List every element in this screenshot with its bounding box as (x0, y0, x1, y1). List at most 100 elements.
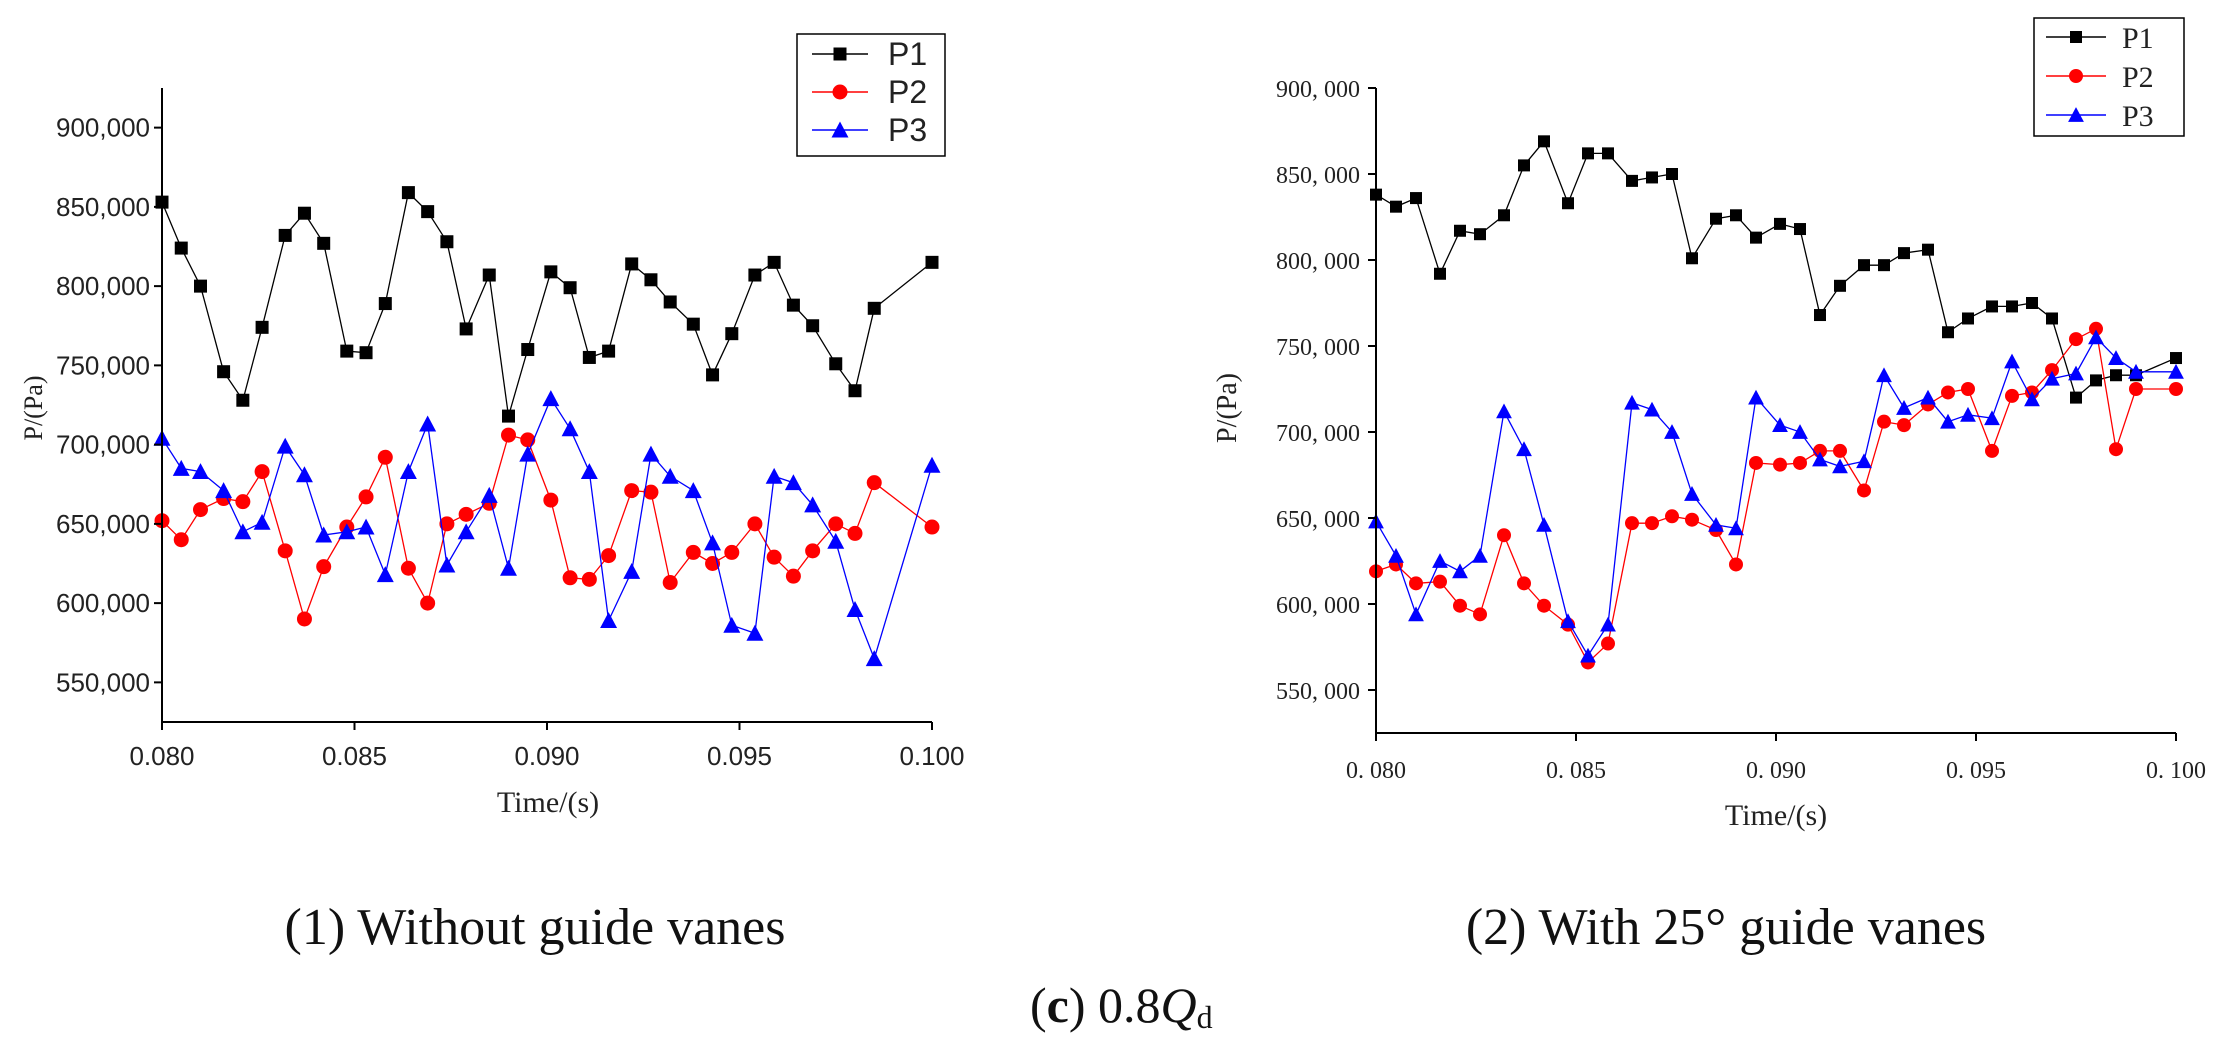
series-p3-point (480, 486, 498, 503)
x-tick-label: 0. 085 (1546, 758, 1606, 784)
series-p3-point (215, 482, 233, 499)
y-tick-label: 550, 000 (1276, 679, 1360, 705)
y-tick-label: 600, 000 (1276, 593, 1360, 619)
series-p1-point (1898, 247, 1910, 260)
series-p2-point (400, 560, 416, 576)
series-p2-line (161, 434, 933, 622)
series-p2-point (2129, 382, 2143, 396)
series-p3-point (923, 456, 941, 473)
series-p3-point (2024, 391, 2040, 407)
legend-p1-label: P1 (888, 36, 927, 72)
series-p1-point (582, 350, 596, 364)
legend-p3-label: P3 (888, 112, 927, 148)
y-axis-label: P/(Pa) (19, 376, 48, 441)
series-p3-point (1876, 367, 1892, 383)
series-p3-point (600, 612, 618, 629)
series-p2-point (1749, 455, 1763, 470)
series-p1-point (482, 268, 496, 282)
series-p1-point (2090, 374, 2102, 387)
series-p3-point (1772, 417, 1788, 433)
series-p3-point (704, 534, 722, 551)
legend-p3-marker (2068, 107, 2084, 122)
series-p3-point (1600, 616, 1616, 632)
series-p1-point (421, 205, 435, 219)
series-p2-point (501, 427, 516, 443)
series-p1-point (440, 235, 454, 249)
series-p2-point (1453, 598, 1467, 613)
series-p1-point (1498, 209, 1510, 222)
series-p1-point (806, 319, 820, 333)
series-p3-point (1644, 401, 1660, 417)
series-p2-point (1941, 385, 1955, 400)
series-p3-point (1560, 613, 1576, 629)
series-p1-point (1538, 135, 1550, 148)
series-p1-point (1942, 326, 1954, 339)
x-tick-label: 0.090 (514, 741, 579, 771)
series-p2-point (296, 611, 312, 627)
series-p1-point (706, 368, 720, 382)
x-tick-label: 0. 080 (1346, 758, 1406, 784)
series-p3-point (623, 562, 641, 579)
series-p2-point (2069, 332, 2083, 347)
series-p2-point (458, 506, 474, 522)
series-p1-point (1626, 174, 1638, 187)
series-p1-point (1434, 267, 1446, 280)
series-p2-point (377, 449, 393, 465)
series-p1-point (602, 344, 616, 358)
series-p3-point (1516, 441, 1532, 457)
series-p2-point (1537, 598, 1551, 613)
series-p3-point (376, 566, 394, 583)
series-p3-point (1432, 553, 1448, 568)
series-p3-point (519, 445, 537, 462)
series-p2-point (2045, 363, 2059, 378)
figure-coeff: 0.8 (1098, 977, 1161, 1033)
series-p1-point (767, 255, 781, 269)
series-p2-point (439, 516, 455, 532)
series-p3-point (172, 459, 190, 476)
series-p2-point (277, 543, 293, 559)
series-p2-point (543, 492, 559, 508)
series-p1-point (2110, 369, 2122, 382)
series-p1-line (161, 191, 933, 417)
series-p2-point (924, 519, 940, 535)
legend-p3-marker (831, 121, 849, 138)
series-p3-line (161, 397, 933, 661)
series-p1-point (217, 365, 231, 379)
series-p2-point (2005, 388, 2019, 403)
series-p3-point (419, 415, 437, 432)
series-p1-point (2046, 312, 2058, 325)
series-p1-point (625, 257, 639, 271)
series-p1-point (194, 279, 207, 293)
series-p1-point (502, 409, 515, 423)
series-p2-point (1645, 516, 1659, 531)
series-p3-point (1728, 520, 1744, 536)
series-p3-point (500, 559, 517, 576)
series-p3-point (253, 513, 271, 530)
caption-right: (2) With 25° guide vanes (1465, 899, 1987, 956)
legend-p1-label: P1 (2122, 22, 2154, 55)
series-p1-point (867, 301, 881, 315)
legend: P1 P2 P3 (2033, 17, 2185, 137)
series-p2-point (1601, 636, 1615, 651)
series-p3-point (1408, 606, 1424, 622)
x-axis-label: Time/(s) (1725, 799, 1827, 832)
series-p3-point (2128, 363, 2144, 379)
series-p1-point (725, 327, 739, 341)
series-p1-point (459, 322, 473, 336)
series-p2-point (358, 489, 374, 505)
x-axis-label: Time/(s) (497, 786, 599, 819)
series-p3-point (2004, 353, 2020, 369)
series-p1-point (748, 268, 762, 282)
series-p2-point (1409, 576, 1423, 591)
series-p1-point (2006, 300, 2018, 313)
y-tick-label: 550,000 (56, 667, 150, 697)
series-p2-point (785, 568, 801, 584)
series-p2-point (254, 464, 270, 480)
series-p2-point (601, 548, 617, 564)
series-p1-point (174, 241, 188, 255)
series-p2-point (2089, 321, 2103, 336)
figure-sub: d (1196, 999, 1213, 1035)
series-p2-point (805, 543, 821, 559)
series-p1-point (1562, 197, 1574, 210)
series-p3-point (1896, 400, 1912, 415)
